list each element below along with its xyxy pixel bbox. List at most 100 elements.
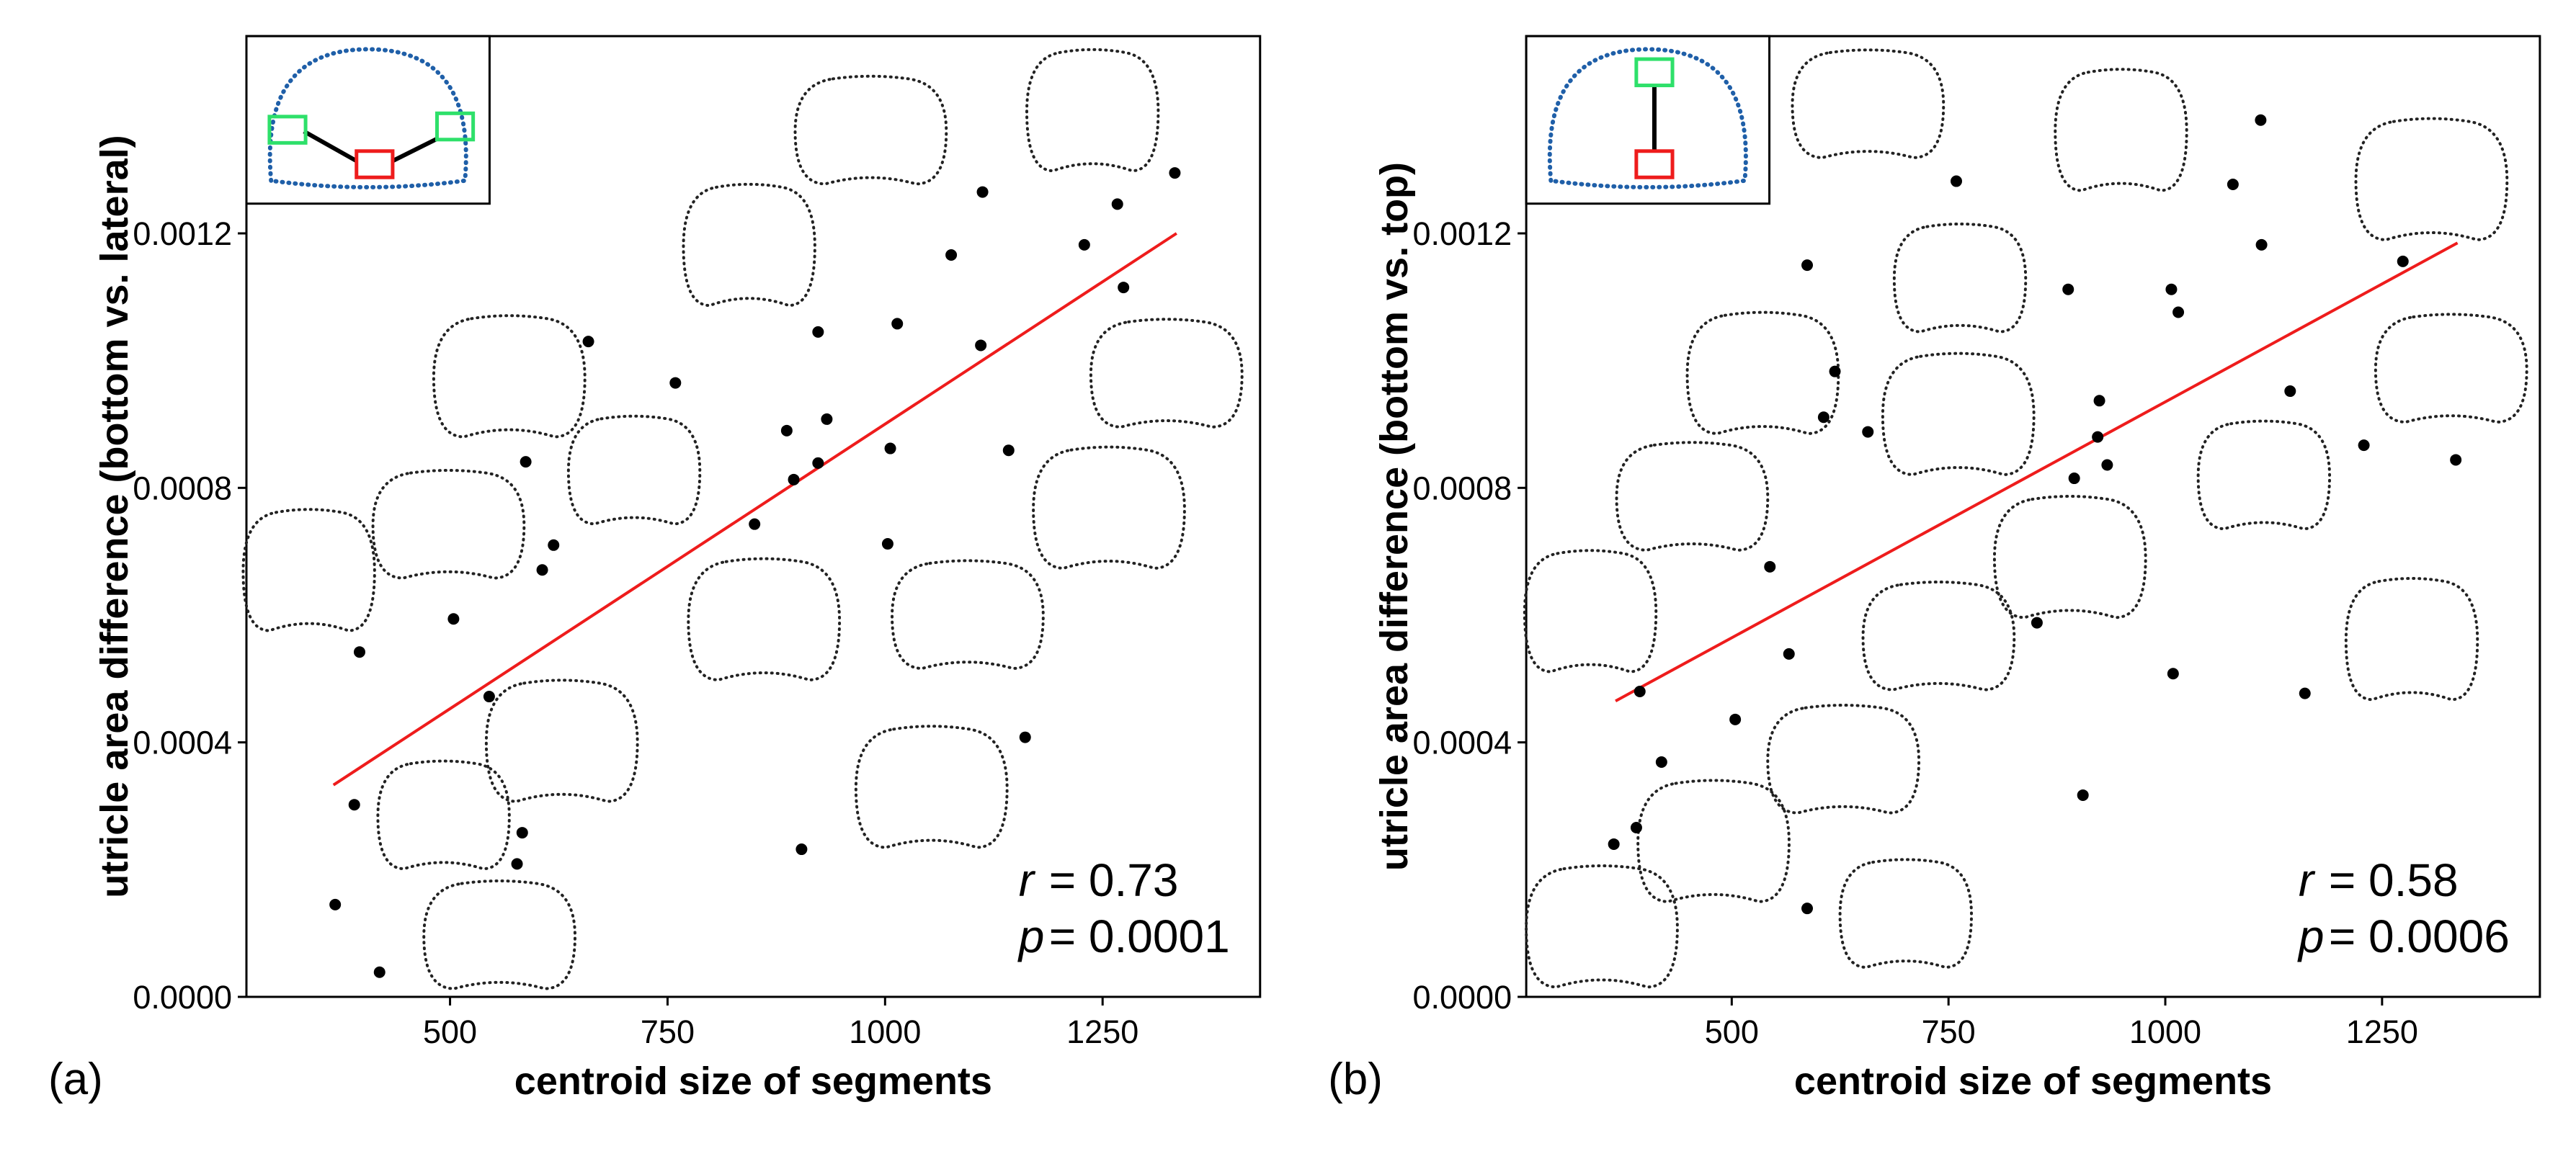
data-point <box>348 799 360 811</box>
x-tick-label: 500 <box>423 1013 477 1050</box>
x-axis-label: centroid size of segments <box>514 1060 992 1103</box>
stat-symbol: r <box>2299 854 2316 906</box>
inset-bottom <box>355 149 395 179</box>
data-point <box>976 186 989 198</box>
y-axis-label: utricle area difference (bottom vs. late… <box>93 135 136 897</box>
data-point <box>548 539 560 551</box>
data-point <box>2092 431 2104 443</box>
segment-outline <box>1791 48 1946 159</box>
stat-value: = 0.58 <box>2329 854 2459 906</box>
data-point <box>1729 713 1742 725</box>
data-point <box>795 843 808 856</box>
inset-link <box>391 135 440 164</box>
regression-line <box>1615 241 2459 702</box>
data-point <box>788 473 800 485</box>
data-point <box>1002 444 1015 457</box>
x-tick-label: 1000 <box>2129 1013 2201 1050</box>
segment-outline <box>371 469 526 580</box>
data-point <box>536 564 548 576</box>
data-point <box>812 326 824 338</box>
segment-outline <box>484 679 639 803</box>
data-point <box>821 413 833 425</box>
segment-outline <box>566 414 702 526</box>
data-point <box>1829 365 1841 377</box>
segment-outline <box>854 725 1009 849</box>
inset-outline <box>267 47 468 189</box>
data-point <box>1817 411 1830 424</box>
segment-outline <box>422 879 577 990</box>
data-point <box>1111 198 1123 210</box>
y-axis-label: utricle area difference (bottom vs. top) <box>1373 162 1416 871</box>
segment-outline <box>2196 419 2332 531</box>
data-point <box>780 424 793 436</box>
segment-outline <box>1525 864 1679 989</box>
data-point <box>945 249 958 261</box>
data-point <box>1801 259 1814 272</box>
segment-outline <box>1861 581 2016 691</box>
data-point <box>2167 668 2179 680</box>
segment-outline <box>682 182 816 308</box>
data-point <box>511 858 523 870</box>
segment-outline <box>2354 117 2509 241</box>
inset-bottom <box>1634 149 1675 179</box>
data-point <box>669 377 682 389</box>
segment-outline <box>687 557 842 681</box>
segment-outline <box>1992 495 2147 619</box>
y-tick-label: 0.0000 <box>1412 979 1512 1016</box>
data-point <box>2101 459 2113 471</box>
x-tick-label: 750 <box>1922 1013 1976 1050</box>
data-point <box>1634 685 1646 697</box>
segment-outline <box>1838 858 1974 969</box>
data-point <box>1118 282 1130 294</box>
data-point <box>582 336 594 348</box>
stat-symbol: p <box>2297 910 2325 962</box>
data-point <box>353 646 365 658</box>
x-axis-label: centroid size of segments <box>1794 1060 2272 1103</box>
data-point <box>2227 178 2239 190</box>
data-point <box>329 898 342 910</box>
segment-outline <box>2054 68 2188 192</box>
segment-outline <box>1615 441 1770 552</box>
segment-outline <box>2374 313 2528 424</box>
segment-outline <box>376 759 511 871</box>
data-point <box>2397 255 2409 267</box>
segment-outline <box>1032 445 1186 570</box>
plot-frame <box>1525 35 2541 998</box>
segment-outline <box>1766 704 1921 815</box>
data-point <box>1608 838 1620 850</box>
data-point <box>2068 473 2080 485</box>
inset-top <box>1634 57 1675 88</box>
data-point <box>483 691 495 703</box>
data-point <box>1078 238 1090 251</box>
y-tick-label: 0.0008 <box>133 470 232 506</box>
segment-outline <box>1089 318 1244 429</box>
data-point <box>1801 903 1814 915</box>
data-point <box>447 613 460 625</box>
data-point <box>516 827 528 839</box>
y-tick-label: 0.0012 <box>133 215 232 252</box>
data-point <box>2172 306 2185 318</box>
y-tick-label: 0.0000 <box>133 979 232 1016</box>
data-point <box>1764 560 1776 573</box>
segment-outline <box>1636 779 1791 903</box>
stat-symbol: r <box>1019 854 1036 906</box>
stat-symbol: p <box>1017 910 1045 962</box>
segment-outline <box>891 559 1045 670</box>
x-tick-label: 1250 <box>1066 1013 1138 1050</box>
inset-lateral <box>434 111 476 142</box>
data-point <box>1951 175 1963 187</box>
segment-outline <box>432 314 587 439</box>
data-point <box>2255 114 2267 126</box>
inset-lateral <box>267 115 308 145</box>
segment-outline <box>1685 310 1840 435</box>
y-tick-label: 0.0008 <box>1412 470 1512 506</box>
y-tick-label: 0.0004 <box>133 725 232 761</box>
x-tick-label: 1250 <box>2346 1013 2418 1050</box>
segment-outline <box>241 508 376 632</box>
segment-outline <box>1025 48 1160 173</box>
data-point <box>2255 238 2268 251</box>
data-point <box>2062 283 2074 295</box>
stat-value: = 0.0001 <box>1049 910 1230 962</box>
